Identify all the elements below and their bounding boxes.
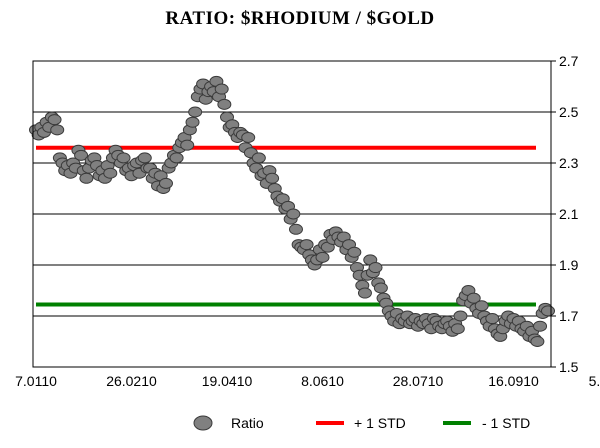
ratio-point [450,323,465,335]
legend-label-ratio: Ratio [231,415,264,431]
x-tick-label: 8.0610 [301,373,344,389]
ratio-point [158,177,173,189]
legend-marker-ratio [193,415,213,431]
ratio-point [288,223,303,235]
ratio-point [466,292,481,304]
ratio-point [214,83,229,95]
x-tick-label: 5.1110 [589,373,600,389]
ratio-point [137,152,152,164]
x-tick-label: 16.0910 [488,373,539,389]
y-tick-label: 2.3 [559,155,579,171]
x-tick-label: 7.0110 [15,373,57,389]
ratio-point [299,239,314,251]
ratio-point [357,287,372,299]
y-tick-label: 1.7 [559,308,579,324]
ratio-point [47,114,62,126]
ratio-point [79,172,94,184]
ratio-point [373,282,388,294]
ratio-point [188,106,203,118]
ratio-point [530,336,545,347]
ratio-point [347,246,362,258]
ratio-point [103,167,118,179]
ratio-point [541,305,555,317]
y-tick-label: 2.7 [559,53,579,69]
y-tick-label: 1.5 [559,359,579,375]
ratio-point [116,152,131,164]
ratio-point [265,172,280,184]
ratio-point [453,310,468,322]
ratio-point [485,313,500,325]
legend: Ratio + 1 STD - 1 STD [193,415,530,431]
ratio-point [185,116,200,128]
ratio-point [241,132,256,143]
y-tick-label: 1.9 [559,257,579,273]
ratio-point [315,251,330,263]
x-axis-ticks: 7.0110 26.0210 19.0410 8.0610 28.0710 16.0910… [15,373,600,389]
points-layer [29,75,555,347]
y-axis-ticks: 2.7 2.5 2.3 2.1 1.9 1.7 1.5 [551,53,579,375]
y-tick-label: 2.1 [559,206,579,222]
legend-label-std: - 1 STD [482,415,530,431]
ratio-point [286,208,301,220]
ratio-point [74,149,89,161]
ratio-point [474,300,489,312]
ratio-point [169,152,184,164]
x-tick-label: 19.0410 [202,373,253,389]
ratio-point [251,152,266,164]
ratio-point [368,262,383,274]
legend-label-std: + 1 STD [354,415,406,431]
ratio-point [180,139,195,151]
x-tick-label: 28.0710 [393,373,444,389]
chart-title: RATIO: $RHODIUM / $GOLD [165,8,435,29]
y-tick-label: 2.5 [559,104,579,120]
x-tick-label: 26.0210 [106,373,157,389]
ratio-point [50,124,65,136]
ratio-point [217,98,232,110]
ratio-point [533,320,548,332]
